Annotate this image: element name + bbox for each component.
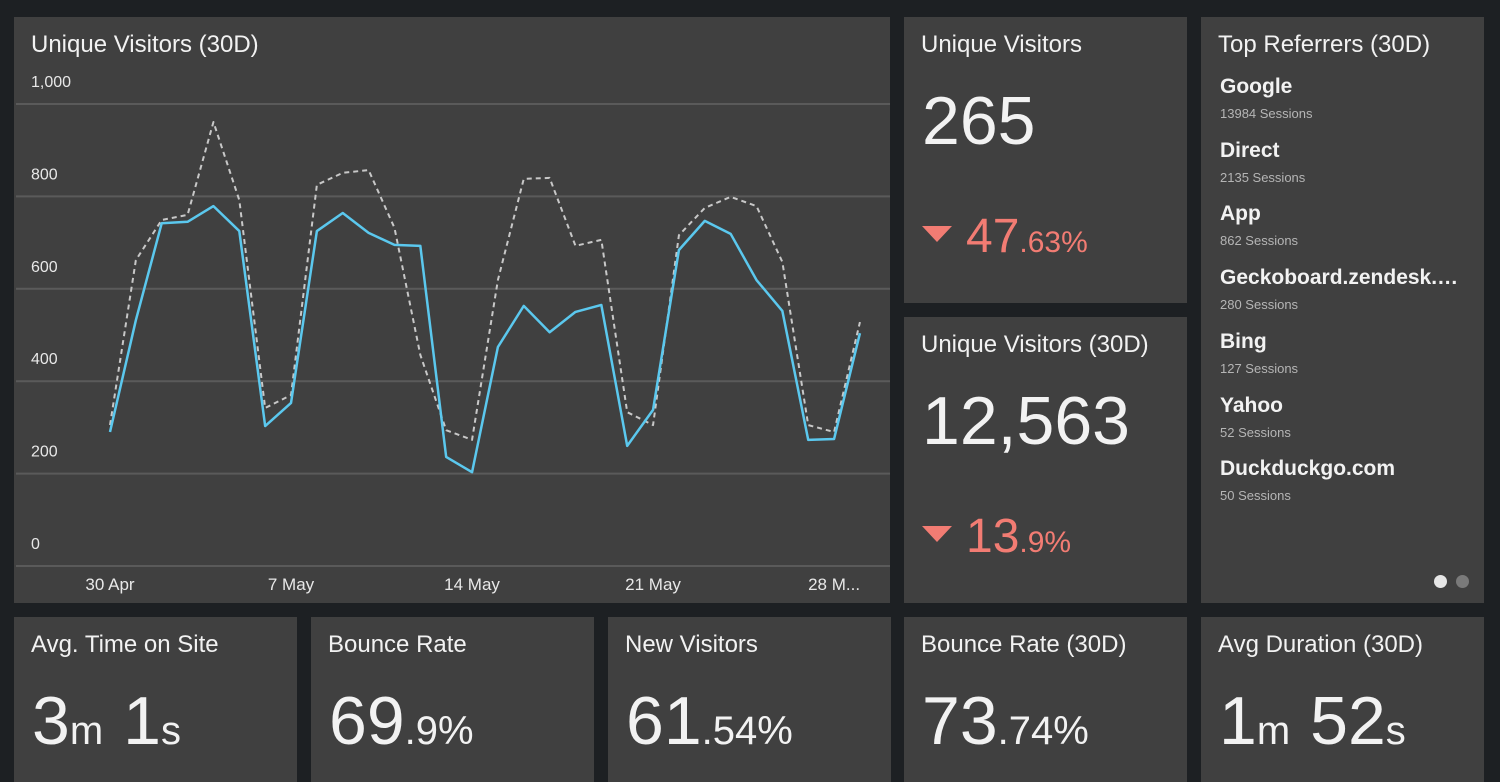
value-part: .9% (404, 709, 474, 753)
value-part: .54% (701, 709, 793, 753)
value-part: m (1256, 709, 1291, 753)
y-tick-label: 200 (31, 444, 58, 461)
number-widget: Bounce Rate 69.9% (311, 617, 594, 782)
value-part: m (69, 709, 104, 753)
value-part: 52 (1310, 683, 1386, 759)
number-widget: Unique Visitors (30D) 12,563 13.9% (904, 317, 1187, 603)
y-tick-label: 800 (31, 166, 58, 183)
widget-value: 12,563 (922, 387, 1130, 455)
value-part: .74% (997, 709, 1089, 753)
y-tick-label: 400 (31, 351, 58, 368)
series-line (109, 121, 861, 441)
chart-widget: Unique Visitors (30D) 0 200 400 600 800 1,000… (14, 17, 890, 603)
value-part: 1 (1219, 683, 1257, 759)
value-part: 265 (922, 83, 1036, 159)
x-tick-label: 14 May (444, 575, 500, 594)
referrer-name: Yahoo (1220, 393, 1284, 417)
number-widget: Avg. Time on Site 3m 1s (14, 617, 297, 782)
referrer-name: Direct (1220, 138, 1280, 162)
number-widget: Avg Duration (30D) 1m 52s (1201, 617, 1484, 782)
referrer-name: Duckduckgo.com (1220, 457, 1396, 481)
change-part: .9% (1019, 526, 1072, 559)
referrer-sessions: 13984 Sessions (1220, 106, 1313, 121)
value-part: 61 (626, 683, 702, 759)
widget-title: Avg Duration (30D) (1218, 631, 1423, 658)
value-part: 3 (32, 683, 70, 759)
widget-title: Unique Visitors (30D) (31, 31, 259, 58)
value-part: 73 (922, 683, 998, 759)
referrer-name: Bing (1220, 329, 1267, 353)
page-dot[interactable] (1434, 575, 1447, 588)
widget-change: 13.9% (922, 513, 1071, 561)
referrer-name: Geckoboard.zendesk.… (1220, 266, 1459, 290)
x-tick-label: 7 May (268, 575, 315, 594)
widget-title: Unique Visitors (30D) (921, 331, 1149, 358)
x-tick-label: 30 Apr (85, 575, 134, 594)
x-tick-label: 28 M... (808, 575, 860, 594)
widget-value: 265 (922, 87, 1035, 155)
widget-value: 1m 52s (1219, 687, 1406, 755)
widget-title: Avg. Time on Site (31, 631, 219, 658)
referrer-sessions: 280 Sessions (1220, 297, 1299, 313)
y-tick-label: 0 (31, 536, 40, 553)
referrer-sessions: 50 Sessions (1220, 488, 1291, 504)
referrers-widget: Top Referrers (30D) Google 13984 Sessions… (1201, 17, 1484, 603)
widget-change: 47.63% (922, 213, 1088, 261)
referrer-name: Google (1220, 75, 1293, 98)
widget-value: 73.74% (922, 687, 1089, 755)
widget-value: 3m 1s (32, 687, 181, 755)
series-line (108, 204, 862, 474)
widget-title: Unique Visitors (921, 31, 1082, 58)
value-part: 1 (123, 683, 161, 759)
line-chart: 0 200 400 600 800 1,000 30 Apr 7 May 14 May 21 Ma… (16, 74, 890, 594)
widget-title: New Visitors (625, 631, 758, 658)
widget-title: Bounce Rate (328, 631, 467, 658)
value-part: 12,563 (922, 383, 1130, 459)
down-arrow (922, 226, 952, 242)
referrer-sessions: 862 Sessions (1220, 233, 1299, 249)
widget-value: 69.9% (329, 687, 474, 755)
number-widget: New Visitors 61.54% (608, 617, 891, 782)
y-tick-label: 600 (31, 259, 58, 276)
page-dot[interactable] (1456, 575, 1469, 588)
referrer-name: App (1220, 202, 1261, 226)
number-widget: Bounce Rate (30D) 73.74% (904, 617, 1187, 782)
referrer-sessions: 127 Sessions (1220, 360, 1299, 376)
referrer-sessions: 2135 Sessions (1220, 169, 1306, 185)
down-arrow (922, 526, 952, 542)
y-tick-label: 1,000 (31, 74, 71, 91)
number-widget: Unique Visitors 265 47.63% (904, 17, 1187, 303)
value-part: s (160, 709, 181, 753)
referrer-sessions: 52 Sessions (1220, 424, 1291, 440)
widget-title: Top Referrers (30D) (1218, 31, 1431, 58)
widget-title: Bounce Rate (30D) (921, 631, 1127, 658)
x-tick-label: 21 May (625, 575, 681, 594)
change-part: 47 (966, 210, 1020, 263)
value-part: s (1385, 709, 1406, 753)
change-part: 13 (966, 510, 1020, 563)
value-part: 69 (329, 683, 405, 759)
change-part: .63% (1019, 226, 1088, 259)
widget-value: 61.54% (626, 687, 793, 755)
